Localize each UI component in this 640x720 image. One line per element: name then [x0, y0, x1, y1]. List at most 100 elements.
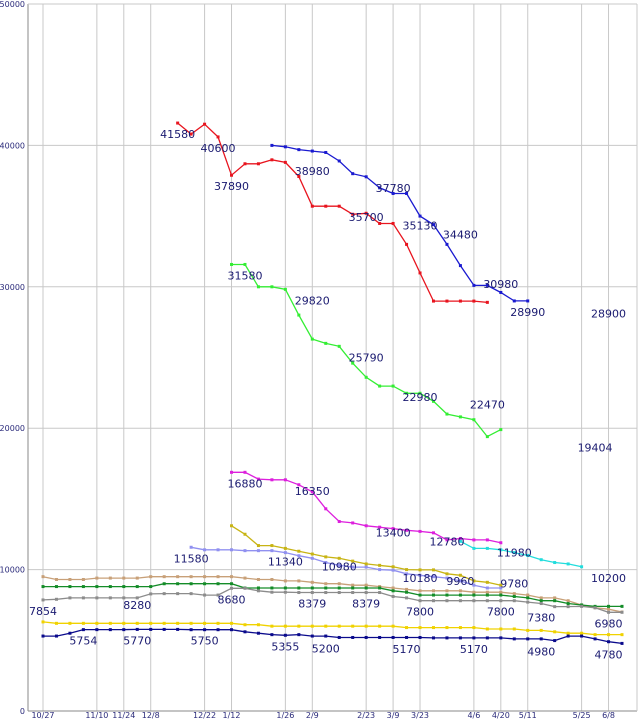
data-point: [431, 636, 435, 640]
data-point: [445, 576, 449, 580]
data-point: [539, 628, 543, 632]
data-point: [230, 524, 234, 528]
data-point: [458, 573, 462, 577]
data-label: 29820: [295, 294, 330, 307]
data-point: [458, 593, 462, 597]
data-point: [499, 548, 503, 552]
data-point: [364, 175, 368, 179]
series-red: [176, 121, 489, 304]
data-point: [445, 599, 449, 603]
data-point: [189, 621, 193, 625]
data-point: [122, 628, 126, 632]
data-point: [283, 586, 287, 590]
data-point: [216, 548, 220, 552]
data-label: 8680: [218, 593, 246, 606]
data-point: [230, 586, 234, 590]
data-point: [203, 621, 207, 625]
data-point: [149, 627, 153, 631]
data-point: [243, 630, 247, 634]
data-point: [351, 565, 355, 569]
data-point: [418, 573, 422, 577]
data-point: [526, 637, 530, 641]
data-point: [566, 602, 570, 606]
data-point: [485, 627, 489, 631]
data-point: [256, 589, 260, 593]
data-point: [270, 544, 274, 548]
data-label: 40600: [201, 142, 236, 155]
data-point: [162, 575, 166, 579]
data-point: [526, 299, 530, 303]
data-point: [81, 585, 85, 589]
data-point: [351, 624, 355, 628]
data-point: [283, 590, 287, 594]
data-point: [337, 582, 341, 586]
data-point: [135, 576, 139, 580]
data-point: [283, 160, 287, 164]
data-point: [364, 565, 368, 569]
data-point: [41, 585, 45, 589]
data-label: 37780: [376, 182, 411, 195]
data-point: [391, 589, 395, 593]
gridlines: [28, 3, 637, 711]
data-point: [539, 596, 543, 600]
data-point: [337, 635, 341, 639]
data-point: [485, 599, 489, 603]
data-point: [310, 591, 314, 595]
data-label: 10180: [403, 572, 438, 585]
data-point: [418, 271, 422, 275]
data-point: [297, 313, 301, 317]
data-point: [580, 604, 584, 608]
data-point: [68, 585, 72, 589]
series-line-red: [177, 122, 488, 304]
series-tan: [41, 575, 624, 614]
x-tick-label: 4/6: [467, 711, 480, 720]
data-point: [310, 624, 314, 628]
data-point: [270, 158, 274, 162]
data-point: [337, 159, 341, 163]
data-point: [324, 582, 328, 586]
data-label: 12780: [429, 535, 464, 548]
data-point: [162, 582, 166, 586]
data-point: [431, 299, 435, 303]
data-point: [324, 341, 328, 345]
data-point: [405, 635, 409, 639]
data-point: [176, 582, 180, 586]
data-point: [485, 283, 489, 287]
data-point: [445, 593, 449, 597]
data-point: [256, 285, 260, 289]
data-point: [378, 586, 382, 590]
data-point: [324, 624, 328, 628]
data-point: [458, 536, 462, 540]
data-point: [95, 628, 99, 632]
data-point: [391, 191, 395, 195]
data-point: [512, 599, 516, 603]
data-label: 8379: [298, 598, 326, 611]
data-point: [324, 591, 328, 595]
data-point: [553, 639, 557, 643]
data-point: [108, 628, 112, 632]
data-point: [418, 599, 422, 603]
data-point: [189, 132, 193, 136]
data-point: [364, 375, 368, 379]
data-point: [405, 596, 409, 600]
data-labels: 41580 40600 37890 38980 35700 37780 35130 34480…: [29, 128, 626, 661]
data-point: [580, 631, 584, 635]
data-point: [256, 477, 260, 481]
data-label: 28990: [510, 306, 545, 319]
data-point: [351, 583, 355, 587]
data-label: 38980: [295, 165, 330, 178]
data-point: [230, 548, 234, 552]
x-tick-label: 12/8: [142, 711, 160, 720]
data-point: [310, 552, 314, 556]
data-point: [310, 490, 314, 494]
data-point: [230, 470, 234, 474]
data-point: [364, 624, 368, 628]
series-lines: [41, 121, 624, 645]
data-point: [283, 145, 287, 149]
data-point: [391, 221, 395, 225]
data-point: [485, 546, 489, 550]
data-point: [189, 575, 193, 579]
data-point: [364, 586, 368, 590]
data-point: [189, 628, 193, 632]
